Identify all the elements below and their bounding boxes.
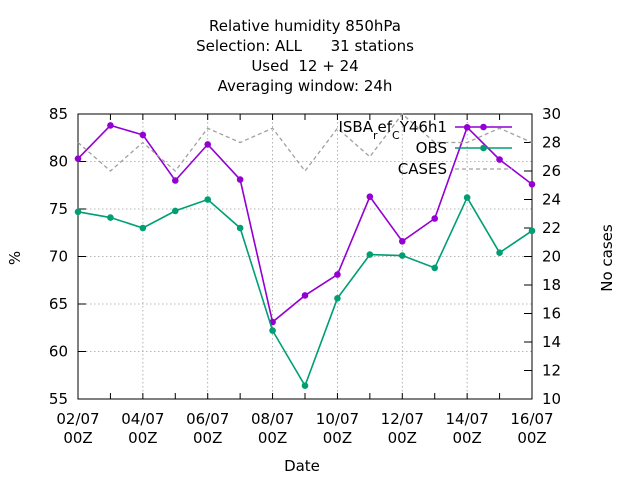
- x-tick-label-time-3: 00Z: [258, 429, 287, 447]
- point-obs-1: [107, 214, 114, 221]
- point-obs-13: [496, 249, 503, 256]
- x-tick-label-4: 10/07: [316, 410, 359, 428]
- ticks: 55 60 65 70 75 80 85 10 12 14 16 18 20 22 24 26 28 30 02/0…: [49, 105, 561, 447]
- series-layer: [74, 113, 536, 390]
- y-tick-label-2: 65: [49, 295, 68, 313]
- point-isba-ref-cy46h1-10: [398, 238, 406, 245]
- x-tick-label-7: 16/07: [510, 410, 553, 428]
- point-obs-5: [236, 224, 244, 232]
- y-tick-label-5: 80: [49, 153, 68, 171]
- point-isba-ref-cy46h1-14: [528, 181, 536, 188]
- point-obs-11: [431, 264, 439, 272]
- x-tick-label-time-7: 00Z: [517, 429, 546, 447]
- y-tick-label-3: 70: [49, 248, 68, 266]
- x-tick-label-time-2: 00Z: [193, 429, 222, 447]
- point-isba-ref-cy46h1-4: [204, 141, 212, 148]
- point-obs-8: [334, 295, 341, 302]
- legend-label-2: CASES: [398, 160, 447, 178]
- x-tick-label-2: 06/07: [186, 410, 229, 428]
- y2-tick-label-8: 26: [542, 162, 561, 180]
- chart-title-line-3: Used 12 + 24: [251, 57, 359, 75]
- y2-tick-label-3: 16: [542, 305, 561, 323]
- point-obs-0: [74, 208, 82, 216]
- y2-tick-label-2: 14: [542, 333, 561, 351]
- point-obs-10: [398, 252, 406, 259]
- x-tick-label-time-6: 00Z: [452, 429, 481, 447]
- x-tick-label-0: 02/07: [56, 410, 99, 428]
- series-line-obs: [77, 195, 533, 388]
- point-isba-ref-cy46h1-5: [236, 176, 244, 183]
- y-tick-label-1: 60: [49, 343, 68, 361]
- chart-title-line-4: Averaging window: 24h: [217, 77, 393, 95]
- y2-tick-label-6: 22: [542, 219, 561, 237]
- x-tick-label-5: 12/07: [381, 410, 424, 428]
- y2-tick-label-7: 24: [542, 191, 561, 209]
- legend-label-0: ISBArefCY46h1: [338, 118, 447, 142]
- x-tick-label-time-5: 00Z: [388, 429, 417, 447]
- point-obs-4: [204, 196, 212, 203]
- chart-title-line-2: Selection: ALL 31 stations: [196, 37, 414, 55]
- point-isba-ref-cy46h1-11: [431, 215, 439, 222]
- x-axis-label: Date: [284, 457, 320, 475]
- y2-tick-label-0: 10: [542, 390, 561, 408]
- chart-title-line-1: Relative humidity 850hPa: [209, 17, 401, 35]
- legend-marker-0: [480, 123, 487, 131]
- y2-tick-label-4: 18: [542, 276, 561, 294]
- y2-tick-label-9: 28: [542, 134, 561, 152]
- point-isba-ref-cy46h1-8: [334, 271, 341, 278]
- point-isba-ref-cy46h1-2: [139, 131, 147, 139]
- x-tick-label-time-4: 00Z: [323, 429, 352, 447]
- point-obs-2: [139, 224, 147, 232]
- point-isba-ref-cy46h1-7: [301, 292, 309, 299]
- y-axis-label: %: [6, 251, 24, 265]
- point-obs-9: [366, 251, 374, 258]
- point-isba-ref-cy46h1-1: [107, 122, 114, 129]
- series-line-cases: [77, 113, 533, 173]
- legend-marker-1: [480, 144, 487, 152]
- legend-label-1: OBS: [416, 139, 447, 157]
- y-tick-label-4: 75: [49, 200, 68, 218]
- x-tick-label-1: 04/07: [121, 410, 164, 428]
- point-isba-ref-cy46h1-3: [171, 177, 179, 184]
- x-tick-label-time-1: 00Z: [128, 429, 157, 447]
- point-isba-ref-cy46h1-9: [366, 193, 374, 200]
- point-obs-14: [528, 227, 536, 235]
- y2-axis-label: No cases: [598, 224, 616, 292]
- y2-tick-label-5: 20: [542, 248, 561, 266]
- point-obs-6: [269, 327, 276, 334]
- y-tick-label-6: 85: [49, 105, 68, 123]
- point-isba-ref-cy46h1-13: [496, 156, 503, 163]
- point-obs-7: [301, 382, 309, 390]
- point-obs-3: [171, 207, 179, 215]
- y2-tick-label-1: 12: [542, 362, 561, 380]
- point-isba-ref-cy46h1-0: [74, 155, 82, 162]
- x-tick-label-3: 08/07: [251, 410, 294, 428]
- y-tick-label-0: 55: [49, 390, 68, 408]
- y2-tick-label-10: 30: [542, 105, 561, 123]
- point-obs-12: [463, 194, 471, 201]
- x-tick-label-6: 14/07: [446, 410, 489, 428]
- x-tick-label-time-0: 00Z: [63, 429, 92, 447]
- grid: [78, 114, 532, 399]
